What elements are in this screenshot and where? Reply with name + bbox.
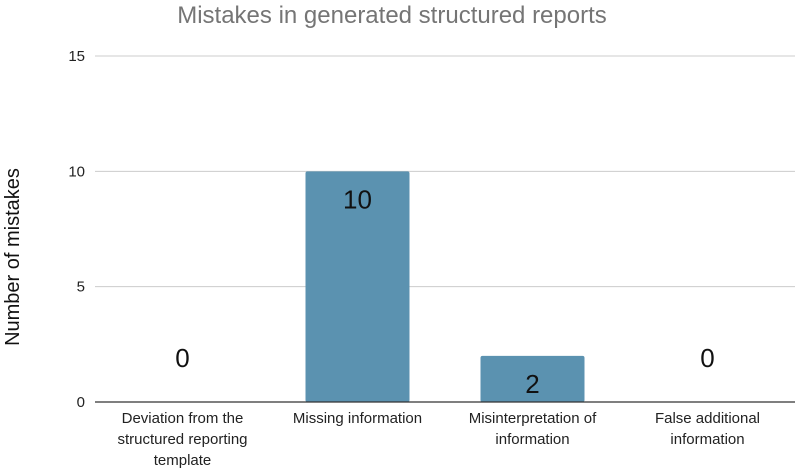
data-label: 2 <box>525 369 539 399</box>
chart-title: Mistakes in generated structured reports <box>177 2 607 29</box>
y-tick-labels: 0 5 10 15 <box>68 48 85 411</box>
data-label: 0 <box>700 343 714 373</box>
x-tick-label: Deviation from the structured reporting te… <box>117 410 247 469</box>
x-tick-label: False additional information <box>655 410 760 448</box>
bar <box>480 355 585 402</box>
y-tick-label: 15 <box>68 48 85 65</box>
y-tick-label: 0 <box>77 394 85 411</box>
bar <box>305 171 410 402</box>
data-label: 10 <box>343 184 372 214</box>
gridlines <box>95 55 795 288</box>
x-tick-labels: Deviation from the structured reporting te… <box>117 410 760 469</box>
data-label: 0 <box>175 343 189 373</box>
y-tick-label: 5 <box>77 279 85 296</box>
bars <box>305 171 585 402</box>
x-tick-label: Missing information <box>293 410 422 427</box>
y-tick-label: 10 <box>68 163 85 180</box>
x-tick-label: Misinterpretation of information <box>469 410 597 448</box>
y-axis-label: Number of mistakes <box>2 168 24 346</box>
